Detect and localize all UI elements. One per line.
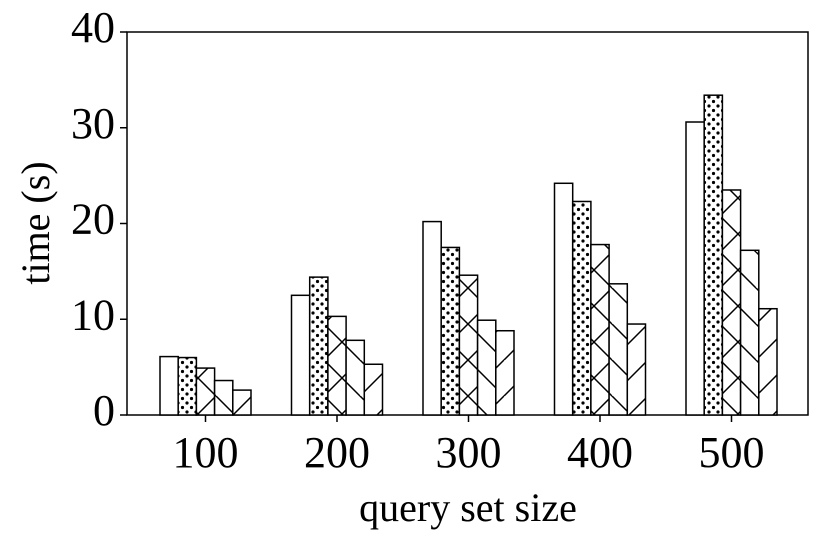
bar: [721, 189, 742, 416]
bar: [703, 94, 724, 416]
x-tick-label: 400: [567, 428, 633, 477]
x-tick-label: 100: [173, 428, 239, 477]
bar: [685, 121, 705, 416]
bar: [422, 220, 442, 416]
y-tick-label: 20: [71, 195, 115, 244]
bar: [327, 315, 347, 416]
x-tick-label: 300: [436, 428, 502, 477]
bar: [458, 274, 479, 416]
x-tick-label: 500: [699, 428, 765, 477]
bar: [159, 355, 179, 416]
bar: [476, 319, 497, 416]
bar: [213, 379, 234, 416]
y-axis-label: time (s): [13, 161, 58, 284]
x-tick-label: 200: [304, 428, 370, 477]
y-tick-label: 40: [71, 3, 115, 52]
y-tick-label: 10: [71, 290, 115, 339]
bar: [590, 243, 610, 416]
bar: [177, 356, 198, 416]
y-tick-label: 0: [93, 386, 115, 435]
bar: [290, 294, 311, 416]
bar: [440, 246, 461, 416]
y-tick-label: 30: [71, 99, 115, 148]
bar: [739, 249, 760, 416]
bar: [608, 283, 629, 416]
x-axis-label: query set size: [359, 485, 577, 530]
bar: [232, 389, 252, 416]
bar: [553, 182, 574, 416]
bar: [195, 367, 216, 416]
bar: [758, 307, 778, 416]
bar: [495, 329, 515, 416]
bar: [308, 276, 329, 416]
bar: [363, 363, 384, 416]
bar: [345, 339, 366, 416]
bar: [626, 323, 647, 416]
bar: [571, 200, 592, 416]
